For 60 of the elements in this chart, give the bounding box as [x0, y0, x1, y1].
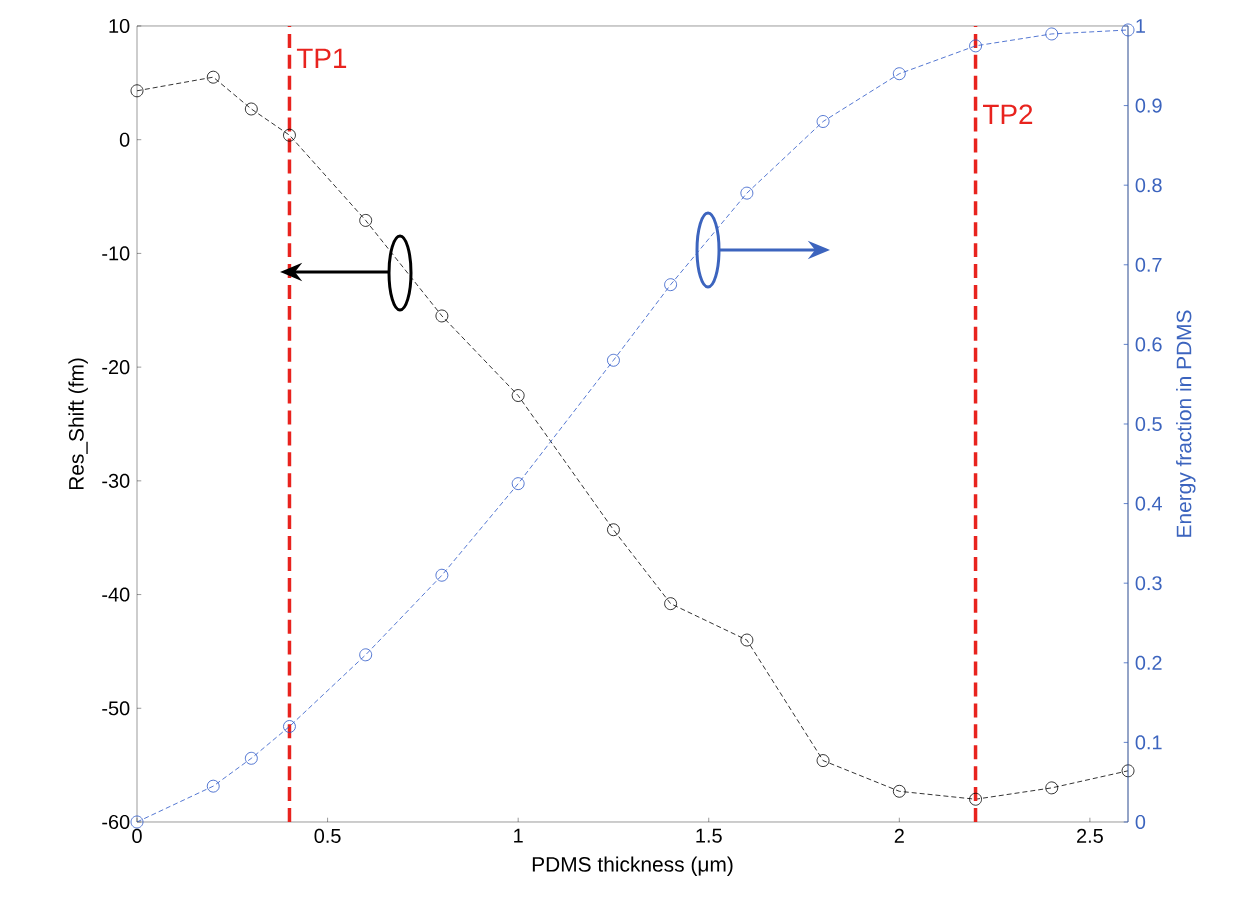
ref-line-label: TP1 [296, 48, 347, 68]
point [607, 353, 620, 367]
ref-line-label: TP2 [983, 104, 1033, 124]
point [435, 309, 449, 323]
y-tick-label: -10 [102, 246, 130, 261]
y2-tick-label: 0.7 [1135, 257, 1162, 272]
point [359, 214, 373, 227]
point [206, 779, 220, 793]
y-tick-label: -20 [102, 360, 130, 375]
point [664, 278, 678, 292]
y-tick-label: 10 [109, 18, 130, 34]
point [244, 751, 258, 765]
y2-tick-label: 0.2 [1135, 655, 1162, 670]
point [359, 648, 373, 662]
y-tick-label: -40 [102, 587, 130, 602]
y2-tick-label: 0.5 [1135, 416, 1162, 432]
x-tick-label: 1.5 [696, 828, 722, 843]
point [969, 792, 982, 806]
y-axis-title: Res_Shift (fm) [68, 358, 88, 490]
point [130, 815, 144, 829]
x-tick-label: 1 [514, 828, 523, 843]
y-tick-label: 0 [119, 132, 130, 147]
x-tick-label: 0 [132, 828, 142, 843]
x-tick-label: 0.5 [314, 828, 341, 843]
point [435, 568, 449, 582]
point [511, 389, 525, 402]
point [206, 70, 220, 84]
y2-tick-label: 0.1 [1135, 735, 1162, 750]
y-tick-label: -60 [102, 814, 130, 830]
point [740, 186, 754, 200]
point [816, 754, 830, 767]
point [607, 523, 620, 537]
point [283, 720, 296, 733]
point [283, 128, 296, 142]
x-tick-label: 2.5 [1077, 828, 1103, 843]
point [244, 102, 258, 116]
y2-tick-label: 0.8 [1135, 178, 1162, 193]
point [969, 39, 982, 53]
point [892, 67, 906, 81]
point [816, 115, 830, 128]
point [1121, 23, 1135, 37]
point [1045, 781, 1059, 795]
y2-tick-label: 0 [1135, 814, 1146, 830]
y-tick-label: -30 [102, 473, 130, 488]
y2-tick-label: 0.9 [1135, 98, 1162, 113]
point [892, 784, 906, 798]
y2-tick-label: 0.4 [1135, 496, 1162, 511]
y2-tick-label: 1 [1136, 19, 1145, 33]
y2-axis-title: Energy fraction in PDMS [1176, 310, 1196, 537]
x-tick-label: 2 [894, 828, 904, 843]
x-axis-title: PDMS thickness (μm) [532, 856, 733, 876]
point [511, 477, 525, 491]
y-tick-label: -50 [102, 701, 130, 716]
y2-tick-label: 0.3 [1135, 576, 1162, 591]
point [130, 84, 144, 98]
point [1121, 764, 1135, 778]
point [664, 597, 678, 611]
point [1045, 27, 1059, 41]
point [740, 633, 754, 647]
y2-tick-label: 0.6 [1135, 337, 1162, 352]
